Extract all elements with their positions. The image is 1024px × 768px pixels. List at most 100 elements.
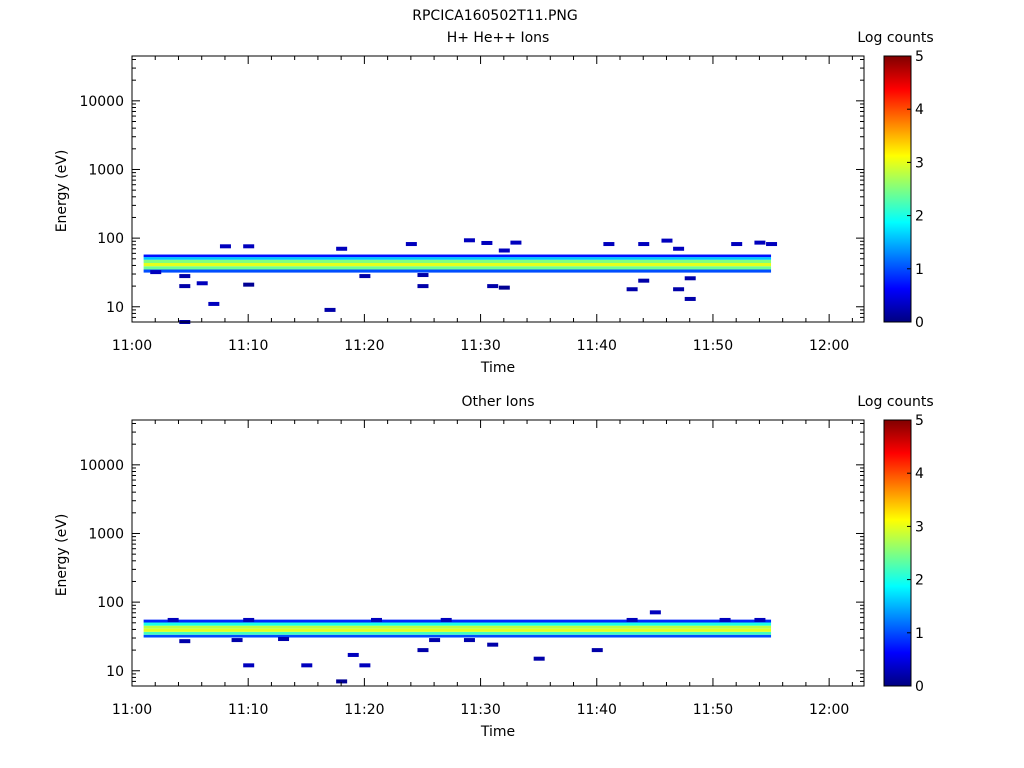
x-axis-label: Time: [480, 724, 515, 740]
heatmap-cell: [359, 663, 371, 668]
heatmap-cell: [231, 638, 243, 643]
heatmap-cell: [417, 284, 429, 289]
colorbar-tick-label: 5: [915, 49, 924, 65]
heatmap-cell: [487, 642, 499, 647]
x-tick-label: 11:20: [344, 702, 384, 718]
heatmap-cell: [150, 270, 162, 275]
heatmap-cell: [463, 638, 475, 643]
heatmap-cell: [417, 648, 429, 653]
colorbar-tick-label: 4: [915, 466, 924, 482]
y-axis-label: Energy (eV): [54, 150, 70, 233]
heatmap-cell: [754, 240, 766, 245]
x-tick-label: 11:40: [577, 702, 617, 718]
x-tick-label: 12:00: [809, 338, 849, 354]
x-tick-label: 11:10: [228, 702, 268, 718]
heatmap-cell: [591, 648, 603, 653]
x-tick-label: 11:50: [693, 338, 733, 354]
heatmap-cell: [417, 273, 429, 278]
heatmap-cell: [684, 276, 696, 281]
x-tick-label: 12:00: [809, 702, 849, 718]
y-tick-label: 1000: [88, 162, 124, 178]
plot-frame: [131, 419, 865, 687]
x-tick-label: 11:30: [460, 338, 500, 354]
heatmap-cell: [179, 639, 191, 644]
x-tick-label: 11:00: [112, 702, 152, 718]
colorbar-tick-label: 5: [915, 413, 924, 429]
heatmap-cell: [498, 285, 510, 290]
heatmap-cell: [243, 617, 255, 622]
heatmap-cell: [440, 617, 452, 622]
heatmap-band-row: [143, 634, 772, 638]
colorbar-tick-label: 3: [915, 519, 924, 535]
heatmap-band-row: [143, 262, 772, 267]
heatmap-cell: [243, 282, 255, 287]
panel-other-ions: Other Ions 11:00 11:10 11:20 11:30 11:40 11:50…: [54, 394, 934, 740]
heatmap-cell: [179, 284, 191, 289]
heatmap-band-row: [143, 625, 772, 629]
colorbar: [883, 55, 912, 323]
colorbar-tick-label: 4: [915, 102, 924, 118]
colorbar-label: Log counts: [857, 394, 933, 410]
heatmap-cell: [371, 617, 382, 622]
y-tick-label: 10: [106, 300, 124, 316]
heatmap-cell: [626, 617, 638, 622]
heatmap-cell: [754, 617, 766, 622]
x-tick-label: 11:20: [344, 338, 384, 354]
heatmap-cell: [731, 242, 743, 247]
colorbar: [883, 419, 912, 687]
heatmap-cell: [179, 274, 191, 279]
heatmap-band-row: [143, 619, 772, 623]
heatmap-cell: [463, 238, 475, 243]
heatmap-cell: [487, 284, 499, 289]
heatmap-cell: [208, 301, 220, 306]
heatmap-cell: [673, 287, 685, 292]
heatmap-band-row: [143, 257, 772, 260]
x-tick-label: 11:30: [460, 702, 500, 718]
colorbar-tick-label: 2: [915, 209, 924, 225]
heatmap-cell: [638, 242, 650, 247]
y-axis-label: Energy (eV): [54, 514, 70, 597]
heatmap-cell: [649, 610, 661, 615]
panel-h-he-ions: H+ He++ Ions 11:00 11:10 11:20 11:30 11:40 11:…: [54, 30, 934, 376]
heatmap-cell: [278, 637, 290, 642]
heatmap-cell: [243, 244, 255, 249]
heatmap-cell: [766, 242, 778, 247]
colorbar-tick-label: 1: [915, 262, 924, 278]
colorbar-tick-label: 1: [915, 626, 924, 642]
heatmap-cell: [603, 242, 615, 247]
heatmap-cell: [719, 617, 731, 622]
y-tick-label: 10000: [79, 458, 124, 474]
heatmap-cell: [684, 296, 696, 301]
heatmap-band-row: [143, 631, 772, 635]
x-tick-label: 11:50: [693, 702, 733, 718]
heatmap-cell: [661, 238, 673, 243]
x-tick-label: 11:10: [228, 338, 268, 354]
x-axis-label: Time: [480, 360, 515, 376]
heatmap-cell: [219, 244, 231, 249]
x-tick-label: 11:00: [112, 338, 152, 354]
heatmap-band-row: [143, 622, 772, 626]
heatmap-cell: [336, 679, 348, 684]
heatmap-cell: [533, 656, 545, 661]
heatmap-cell: [638, 278, 650, 283]
heatmap-cell: [481, 240, 493, 245]
colorbar-tick-label: 3: [915, 155, 924, 171]
heatmap-cell: [405, 242, 417, 247]
heatmap-cell: [301, 663, 313, 668]
heatmap-cell: [324, 307, 336, 312]
figure-title: RPCICA160502T11.PNG: [412, 8, 577, 24]
heatmap-band-row: [143, 254, 772, 258]
heatmap-band-row: [143, 269, 772, 273]
colorbar-tick-label: 2: [915, 573, 924, 589]
heatmap-band-row: [143, 628, 772, 632]
y-tick-label: 10000: [79, 94, 124, 110]
heatmap-cell: [347, 652, 359, 657]
plot-frame: [131, 55, 865, 323]
panel-title: Other Ions: [461, 394, 534, 410]
y-tick-label: 100: [97, 595, 124, 611]
heatmap-cell: [429, 638, 441, 643]
heatmap-cell: [673, 246, 685, 251]
y-tick-label: 1000: [88, 526, 124, 542]
heatmap-cell: [243, 663, 255, 668]
